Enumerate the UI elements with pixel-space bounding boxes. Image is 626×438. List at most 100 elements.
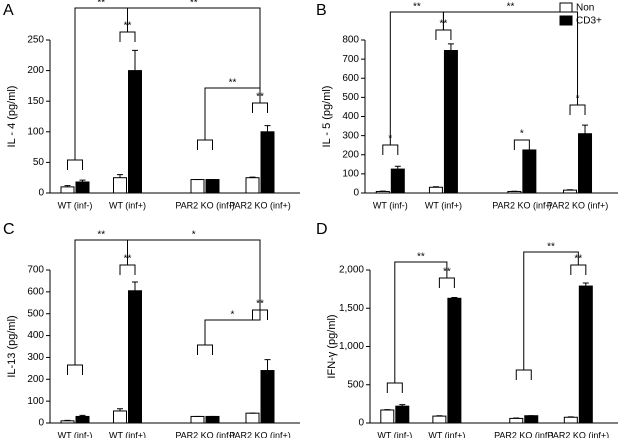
- error-bar: [399, 404, 406, 407]
- significance-bracket: [394, 261, 448, 383]
- bar: [428, 186, 443, 194]
- bar: [563, 189, 578, 194]
- x-tick-label: PAR2 KO (inf-): [175, 430, 234, 438]
- significance-label: **: [97, 0, 105, 9]
- error-bar: [447, 43, 454, 51]
- bar: [443, 50, 458, 194]
- y-tick-label: 500: [27, 308, 44, 319]
- x-tick-label: PAR2 KO (inf-): [494, 430, 553, 438]
- significance-bracket: [570, 264, 587, 275]
- error-bar: [79, 179, 86, 182]
- y-tick-label: 150: [27, 96, 44, 107]
- significance-label: *: [231, 310, 235, 321]
- panel-label: B: [316, 2, 327, 19]
- bar: [563, 416, 578, 424]
- legend-swatch: [559, 15, 573, 26]
- significance-bracket: [382, 144, 399, 155]
- y-tick-label: 200: [27, 374, 44, 385]
- significance-label: **: [547, 242, 555, 253]
- x-tick-label: PAR2 KO (inf+): [229, 430, 291, 438]
- y-tick-label: 600: [342, 73, 359, 84]
- error-bar: [117, 408, 123, 411]
- bar: [509, 417, 524, 424]
- bar: [190, 415, 205, 424]
- panel: B 0 100 200 300 400 500 600 700 800 IL - 5 (pg/ml)…: [316, 2, 618, 210]
- y-tick-label: 50: [33, 157, 45, 168]
- bar: [380, 409, 395, 424]
- y-tick-label: 0: [38, 418, 44, 429]
- x-tick-label: WT (inf-): [373, 200, 408, 210]
- bar: [578, 133, 593, 194]
- bar: [113, 410, 127, 424]
- y-axis-title: IL - 5 (pg/ml): [321, 86, 333, 148]
- x-tick-label: PAR2 KO (inf+): [229, 200, 291, 210]
- significance-label: **: [413, 2, 421, 13]
- significance-bracket: [67, 159, 83, 170]
- bar: [578, 285, 593, 424]
- x-tick-label: WT (inf-): [58, 430, 93, 438]
- y-tick-label: 250: [27, 35, 44, 46]
- significance-bracket: [127, 239, 261, 310]
- x-tick-label: PAR2 KO (inf-): [492, 200, 551, 210]
- y-axis-title: IFN-γ (pg/ml): [326, 314, 338, 378]
- legend-swatch: [559, 2, 573, 13]
- y-tick-label: 800: [342, 35, 359, 46]
- error-bar: [264, 359, 271, 371]
- y-tick-label: 500: [342, 92, 359, 103]
- error-bar: [394, 165, 401, 170]
- y-tick-label: 0: [353, 188, 359, 199]
- error-bar: [451, 297, 458, 299]
- panel-label: D: [316, 221, 328, 238]
- y-tick-label: 500: [347, 379, 364, 390]
- bar: [245, 412, 260, 424]
- legend-label: Non: [576, 3, 594, 14]
- significance-bracket: [386, 382, 403, 393]
- error-bar: [79, 414, 86, 417]
- significance-label: **: [190, 0, 198, 9]
- significance-label: **: [507, 2, 515, 13]
- y-tick-label: 2,000: [339, 265, 364, 276]
- y-tick-label: 0: [38, 188, 44, 199]
- y-tick-label: 100: [27, 396, 44, 407]
- bar: [60, 420, 75, 424]
- bar: [75, 415, 90, 424]
- y-tick-label: 400: [342, 111, 359, 122]
- bar: [60, 186, 75, 194]
- error-bar: [117, 174, 123, 178]
- significance-label: **: [97, 230, 105, 241]
- error-bar: [582, 282, 589, 287]
- bar: [395, 405, 410, 424]
- x-tick-label: WT (inf+): [109, 200, 146, 210]
- significance-label: *: [192, 230, 196, 241]
- panel: D 0 500 1,000 1,500 2,000 IFN-γ (pg/ml) WT (inf…: [316, 221, 618, 438]
- significance-bracket: [197, 344, 213, 355]
- x-tick-label: WT (inf+): [428, 430, 465, 438]
- error-bar: [264, 125, 271, 132]
- significance-bracket: [119, 264, 136, 275]
- error-bar: [249, 176, 256, 178]
- x-tick-label: WT (inf+): [109, 430, 146, 438]
- significance-bracket: [513, 139, 530, 150]
- y-tick-label: 300: [27, 352, 44, 363]
- x-tick-label: PAR2 KO (inf+): [547, 200, 609, 210]
- bar: [524, 415, 539, 424]
- x-tick-label: PAR2 KO (inf-): [175, 200, 234, 210]
- x-tick-label: WT (inf+): [425, 200, 462, 210]
- y-tick-label: 700: [27, 265, 44, 276]
- bar: [432, 415, 447, 424]
- significance-bracket: [438, 277, 455, 288]
- y-tick-label: 1,500: [339, 303, 364, 314]
- y-tick-label: 100: [342, 169, 359, 180]
- significance-bracket: [67, 364, 83, 375]
- bar: [205, 179, 220, 194]
- significance-bracket: [515, 369, 532, 380]
- significance-bracket: [74, 7, 128, 160]
- x-tick-label: PAR2 KO (inf+): [548, 430, 610, 438]
- significance-label: **: [417, 252, 425, 263]
- y-tick-label: 0: [358, 418, 364, 429]
- y-tick-label: 200: [27, 65, 44, 76]
- bar: [245, 177, 260, 194]
- bar: [205, 415, 220, 424]
- panel-label: C: [3, 221, 15, 238]
- significance-bracket: [435, 29, 452, 40]
